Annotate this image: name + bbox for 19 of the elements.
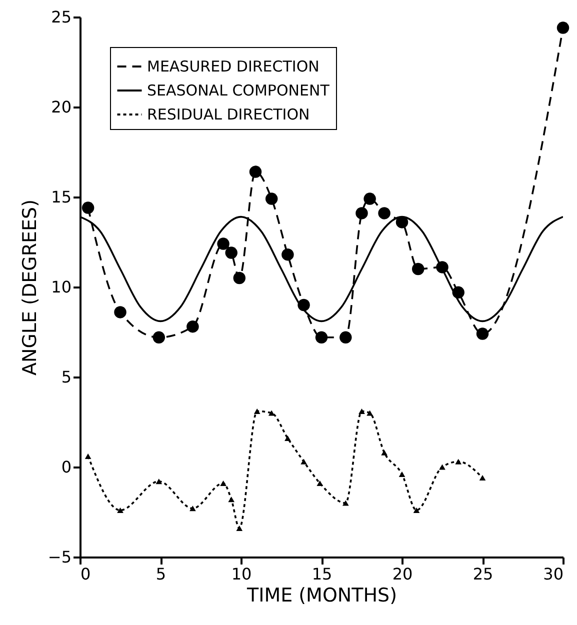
x-tick-label: 30 <box>543 564 564 584</box>
legend-label: RESIDUAL DIRECTION <box>147 106 310 124</box>
y-tick-label: 15 <box>51 188 72 206</box>
x-tick-label: 25 <box>472 564 494 584</box>
x-axis-title: TIME (MONTHS) <box>246 584 397 606</box>
y-tick-label: 20 <box>51 98 72 116</box>
y-axis-title: ANGLE (DEGREES) <box>18 199 41 376</box>
y-tick-label: −5 <box>48 548 72 566</box>
y-tick-label: 0 <box>61 458 72 476</box>
x-tick-label: 0 <box>80 564 91 584</box>
x-tick-label: 20 <box>392 564 413 584</box>
x-tick-label: 15 <box>312 564 332 584</box>
x-tick-label: 10 <box>231 564 252 584</box>
y-tick-label: 10 <box>51 278 72 296</box>
x-tick-label: 5 <box>156 564 166 584</box>
legend-label: MEASURED DIRECTION <box>147 58 320 76</box>
legend-label: SEASONAL COMPONENT <box>147 82 330 100</box>
y-tick-label: 5 <box>61 368 72 386</box>
y-tick-label: 25 <box>51 8 72 26</box>
